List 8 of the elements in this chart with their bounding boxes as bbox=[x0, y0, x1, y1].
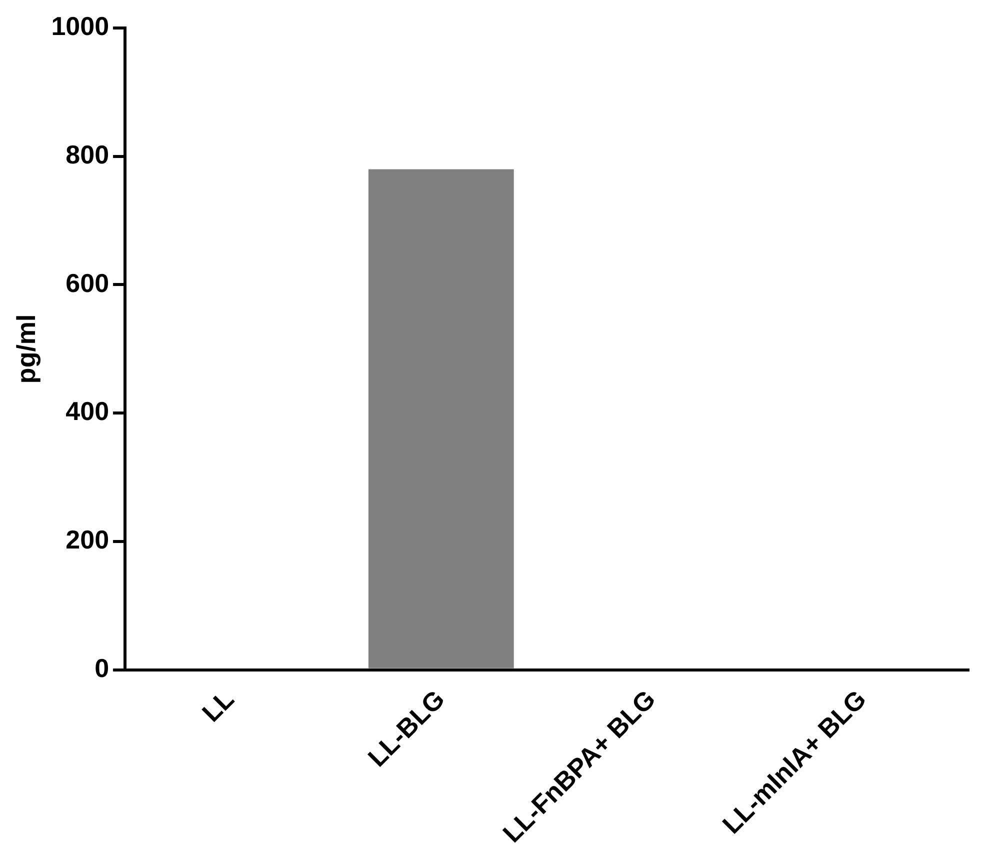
y-tick-label: 1000 bbox=[51, 11, 110, 42]
y-tick-label: 0 bbox=[94, 652, 110, 683]
x-tick-label: LL bbox=[196, 684, 240, 728]
y-tick-label: 400 bbox=[66, 396, 110, 426]
y-axis-title: pg/ml bbox=[10, 314, 41, 384]
y-tick-label: 600 bbox=[66, 268, 110, 298]
y-tick-label: 200 bbox=[66, 524, 110, 555]
y-tick-label: 800 bbox=[66, 140, 110, 170]
